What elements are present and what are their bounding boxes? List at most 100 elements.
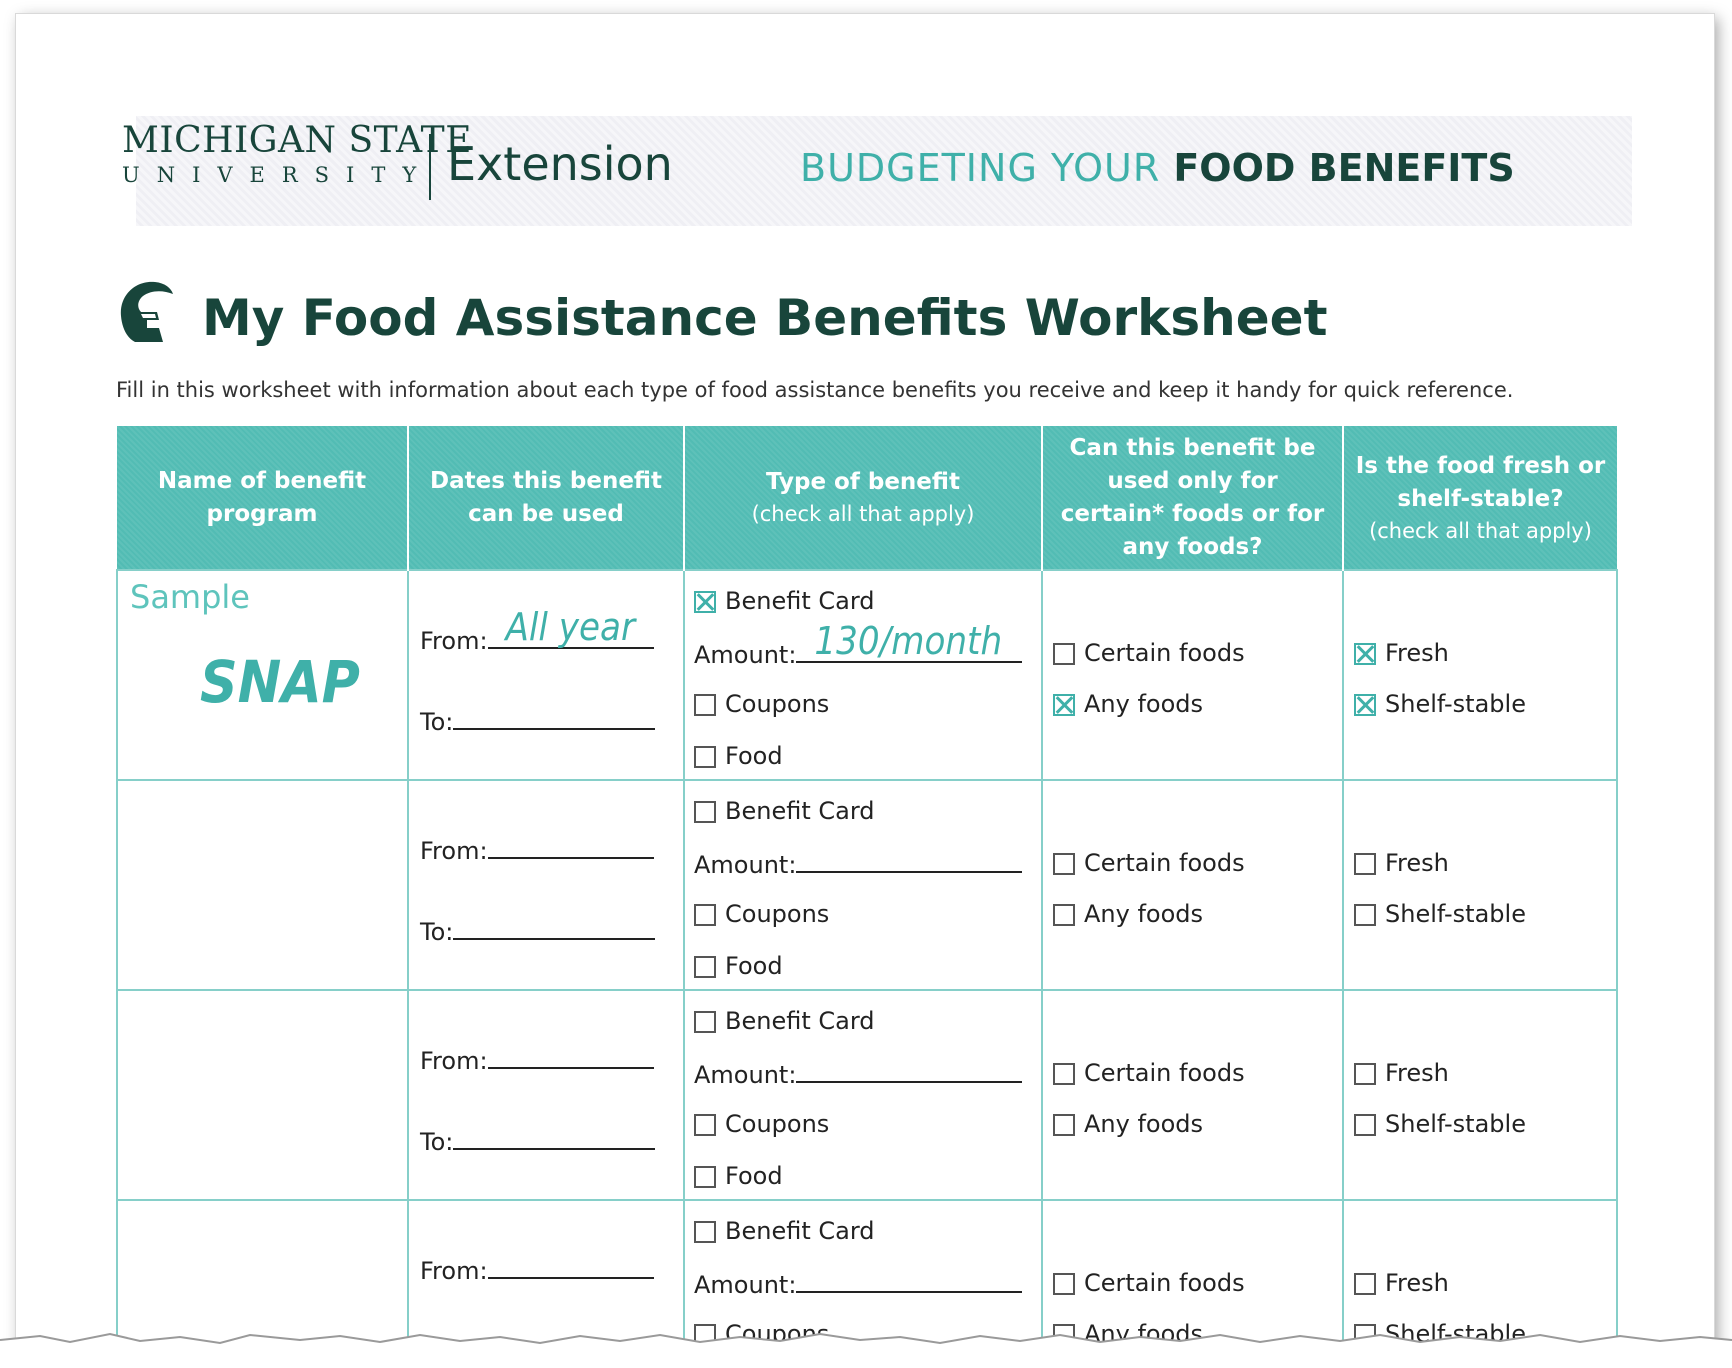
checkbox-icon[interactable] <box>1053 904 1075 926</box>
checkbox-icon[interactable] <box>694 956 716 978</box>
checkbox-shelf-stable[interactable]: Shelf-stable <box>1354 689 1526 719</box>
checkbox-label: Any foods <box>1084 1110 1204 1138</box>
to-label: To: <box>420 1128 454 1156</box>
checkbox-shelf-stable[interactable]: Shelf-stable <box>1354 899 1526 929</box>
checkbox-icon[interactable] <box>1053 853 1075 875</box>
to-line[interactable] <box>453 704 656 730</box>
col-header-scope-text: Can this benefit be used only for certai… <box>1060 434 1325 560</box>
from-line[interactable] <box>487 1043 654 1069</box>
checkbox-icon[interactable] <box>694 591 716 613</box>
from-line[interactable]: All year <box>487 605 654 649</box>
amount-field[interactable]: Amount: <box>694 1267 1023 1300</box>
cell-type: Benefit Card Amount: Coupons <box>683 1199 1043 1351</box>
checkbox-icon[interactable] <box>1354 643 1376 665</box>
checkbox-icon[interactable] <box>1354 853 1376 875</box>
msu-logo-line1: MICHIGAN STATE <box>122 120 472 161</box>
checkbox-food[interactable]: Food <box>694 951 783 981</box>
checkbox-icon[interactable] <box>1354 1063 1376 1085</box>
from-label: From: <box>420 627 488 655</box>
cell-program-name[interactable] <box>116 989 409 1201</box>
checkbox-icon[interactable] <box>694 1011 716 1033</box>
to-field[interactable]: To: <box>420 704 656 737</box>
col-header-fresh-text: Is the food fresh or shelf-stable? <box>1355 452 1606 512</box>
amount-field[interactable]: Amount: 130/month <box>694 619 1023 670</box>
checkbox-food[interactable]: Food <box>694 1161 783 1191</box>
to-field[interactable]: To: <box>420 914 656 947</box>
checkbox-benefit-card[interactable]: Benefit Card <box>694 1216 875 1246</box>
cell-program-name[interactable] <box>116 1199 409 1351</box>
handwritten-program: SNAP <box>200 648 360 716</box>
amount-field[interactable]: Amount: <box>694 1057 1023 1090</box>
checkbox-fresh[interactable]: Fresh <box>1354 1268 1449 1298</box>
checkbox-icon[interactable] <box>694 746 716 768</box>
checkbox-food[interactable]: Food <box>694 741 783 771</box>
cell-scope: Certain foods Any foods <box>1041 779 1344 991</box>
from-field[interactable]: From: <box>420 1253 654 1286</box>
extension-wordmark: Extension <box>447 137 673 191</box>
checkbox-icon[interactable] <box>694 694 716 716</box>
amount-line[interactable]: 130/month <box>796 619 1023 663</box>
to-label: To: <box>420 918 454 946</box>
checkbox-coupons[interactable]: Coupons <box>694 1109 829 1139</box>
col-header-name: Name of benefit program <box>117 426 409 570</box>
from-line[interactable] <box>487 1253 654 1279</box>
cell-type: Benefit Card Amount: 130/month Coupons Fo… <box>683 569 1043 781</box>
checkbox-benefit-card[interactable]: Benefit Card <box>694 1006 875 1036</box>
handwritten-amount: 130/month <box>814 619 1003 663</box>
amount-label: Amount: <box>694 851 797 879</box>
checkbox-icon[interactable] <box>1354 1273 1376 1295</box>
checkbox-icon[interactable] <box>1053 1063 1075 1085</box>
checkbox-icon[interactable] <box>1354 1114 1376 1136</box>
from-field[interactable]: From: All year <box>420 605 654 656</box>
checkbox-certain-foods[interactable]: Certain foods <box>1053 638 1245 668</box>
checkbox-any-foods[interactable]: Any foods <box>1053 1109 1203 1139</box>
to-line[interactable] <box>453 1124 656 1150</box>
checkbox-fresh[interactable]: Fresh <box>1354 848 1449 878</box>
checkbox-icon[interactable] <box>1053 694 1075 716</box>
checkbox-certain-foods[interactable]: Certain foods <box>1053 1268 1245 1298</box>
checkbox-icon[interactable] <box>1053 1273 1075 1295</box>
checkbox-benefit-card[interactable]: Benefit Card <box>694 586 875 616</box>
checkbox-any-foods[interactable]: Any foods <box>1053 689 1203 719</box>
to-line[interactable] <box>453 914 656 940</box>
checkbox-icon[interactable] <box>694 1114 716 1136</box>
checkbox-icon[interactable] <box>694 1221 716 1243</box>
from-line[interactable] <box>487 833 654 859</box>
checkbox-certain-foods[interactable]: Certain foods <box>1053 1058 1245 1088</box>
sample-label: Sample <box>130 578 250 616</box>
amount-line[interactable] <box>796 1057 1023 1083</box>
amount-line[interactable] <box>796 1267 1023 1293</box>
to-field[interactable]: To: <box>420 1124 656 1157</box>
checkbox-certain-foods[interactable]: Certain foods <box>1053 848 1245 878</box>
col-header-scope: Can this benefit be used only for certai… <box>1042 426 1344 570</box>
from-field[interactable]: From: <box>420 1043 654 1076</box>
checkbox-coupons[interactable]: Coupons <box>694 689 829 719</box>
checkbox-icon[interactable] <box>694 801 716 823</box>
checkbox-icon[interactable] <box>694 904 716 926</box>
checkbox-label: Coupons <box>725 900 830 928</box>
amount-field[interactable]: Amount: <box>694 847 1023 880</box>
checkbox-icon[interactable] <box>1354 694 1376 716</box>
header-title-bold: FOOD BENEFITS <box>1173 146 1515 190</box>
checkbox-icon[interactable] <box>694 1166 716 1188</box>
amount-label: Amount: <box>694 641 797 669</box>
checkbox-icon[interactable] <box>1053 1114 1075 1136</box>
checkbox-icon[interactable] <box>1354 904 1376 926</box>
table-row: From: To: Benefit Card Amount: Coupons F… <box>116 779 1618 991</box>
checkbox-fresh[interactable]: Fresh <box>1354 638 1449 668</box>
from-field[interactable]: From: <box>420 833 654 866</box>
amount-line[interactable] <box>796 847 1023 873</box>
checkbox-label: Shelf-stable <box>1385 900 1526 928</box>
checkbox-benefit-card[interactable]: Benefit Card <box>694 796 875 826</box>
checkbox-icon[interactable] <box>1053 643 1075 665</box>
checkbox-any-foods[interactable]: Any foods <box>1053 899 1203 929</box>
checkbox-shelf-stable[interactable]: Shelf-stable <box>1354 1109 1526 1139</box>
benefits-table: Name of benefit program Dates this benef… <box>116 426 1618 1351</box>
cell-program-name[interactable]: Sample SNAP <box>116 569 409 781</box>
cell-program-name[interactable] <box>116 779 409 991</box>
checkbox-label: Shelf-stable <box>1385 690 1526 718</box>
col-header-type-text: Type of benefit <box>766 469 960 495</box>
amount-label: Amount: <box>694 1061 797 1089</box>
checkbox-coupons[interactable]: Coupons <box>694 899 829 929</box>
checkbox-fresh[interactable]: Fresh <box>1354 1058 1449 1088</box>
